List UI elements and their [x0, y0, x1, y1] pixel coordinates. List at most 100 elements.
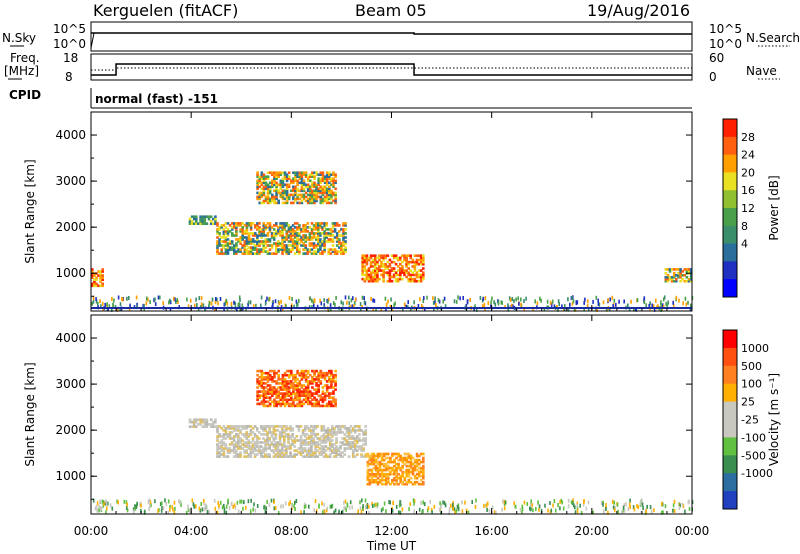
- power-echo-cell: [309, 173, 312, 176]
- power-scatter-cell: [609, 297, 611, 302]
- power-scatter-cell: [102, 307, 104, 312]
- velocity-echo-cell: [268, 384, 272, 387]
- velocity-echo-cell: [268, 453, 271, 456]
- power-scatter-cell: [491, 296, 493, 301]
- power-scatter-cell: [469, 297, 471, 302]
- power-echo-cell: [334, 201, 337, 205]
- velocity-echo-cell: [232, 449, 236, 452]
- velocity-echo-cell: [308, 451, 311, 454]
- velocity-scatter-cell: [398, 510, 400, 515]
- power-echo-cell: [266, 175, 270, 178]
- velocity-echo-region: [216, 425, 367, 458]
- velocity-echo-cell: [285, 388, 289, 391]
- velocity-echo-cell: [332, 392, 335, 395]
- velocity-echo-cell: [403, 476, 407, 480]
- power-echo-cell: [306, 248, 310, 251]
- power-scatter-cell: [135, 295, 138, 300]
- velocity-echo-cell: [321, 400, 325, 404]
- power-echo-cell: [241, 232, 244, 235]
- power-echo-cell: [344, 246, 347, 249]
- velocity-echo-cell: [389, 482, 392, 486]
- velocity-echo-cell: [277, 378, 280, 381]
- velocity-scatter-cell: [646, 504, 648, 509]
- velocity-echo-cell: [349, 429, 353, 432]
- velocity-echo-cell: [345, 443, 349, 446]
- power-echo-cell: [296, 240, 299, 243]
- power-echo-cell: [256, 222, 259, 225]
- power-echo-cell: [419, 275, 423, 279]
- velocity-colorbar-tick: 100: [741, 378, 762, 391]
- velocity-scatter-cell: [187, 508, 190, 512]
- power-echo-cell: [328, 185, 331, 189]
- velocity-echo-cell: [192, 425, 196, 428]
- velocity-echo-cell: [268, 398, 272, 402]
- power-echo-cell: [287, 171, 291, 174]
- velocity-echo-cell: [334, 388, 337, 391]
- velocity-scatter-cell: [233, 503, 236, 508]
- power-echo-cell: [294, 191, 297, 195]
- velocity-echo-cell: [232, 445, 236, 448]
- power-colorbar-swatch: [723, 136, 737, 156]
- power-echo-cell: [262, 189, 266, 193]
- velocity-echo-cell: [287, 433, 290, 436]
- power-echo-cell: [251, 252, 255, 255]
- velocity-echo-cell: [322, 445, 326, 448]
- velocity-echo-cell: [203, 418, 207, 421]
- velocity-echo-cell: [205, 418, 209, 421]
- power-echo-cell: [216, 242, 219, 245]
- velocity-scatter-cell: [282, 504, 284, 509]
- velocity-scatter-cell: [333, 510, 335, 515]
- power-scatter-cell: [260, 303, 262, 308]
- power-echo-cell: [268, 226, 272, 229]
- power-echo-cell: [323, 177, 327, 180]
- power-echo-cell: [330, 177, 333, 180]
- velocity-scatter-cell: [550, 508, 553, 513]
- velocity-echo-cell: [247, 453, 251, 456]
- power-echo-cell: [392, 267, 396, 270]
- power-echo-cell: [230, 232, 234, 235]
- velocity-echo-cell: [299, 453, 303, 456]
- velocity-echo-cell: [393, 460, 396, 464]
- power-echo-cell: [331, 234, 335, 237]
- velocity-echo-cell: [366, 460, 370, 464]
- power-scatter-cell: [466, 300, 469, 305]
- power-echo-cell: [304, 228, 307, 231]
- power-scatter-cell: [249, 300, 252, 305]
- power-echo-cell: [679, 270, 682, 273]
- power-echo-cell: [374, 271, 377, 274]
- velocity-echo-cell: [382, 464, 386, 468]
- power-scatter-cell: [145, 296, 148, 301]
- power-echo-cell: [376, 277, 379, 281]
- velocity-echo-cell: [258, 382, 261, 385]
- power-echo-cell: [342, 228, 345, 231]
- power-echo-cell: [275, 252, 278, 255]
- velocity-echo-cell: [347, 441, 351, 444]
- beam-title: Beam 05: [355, 1, 427, 20]
- power-echo-cell: [251, 248, 255, 251]
- power-echo-cell: [313, 175, 316, 178]
- velocity-echo-cell: [306, 390, 310, 393]
- xtick-label: 08:00: [274, 524, 309, 538]
- velocity-echo-cell: [341, 441, 344, 444]
- velocity-echo-cell: [255, 435, 259, 438]
- velocity-echo-cell: [216, 445, 219, 448]
- power-echo-cell: [405, 256, 408, 260]
- velocity-echo-cell: [306, 392, 310, 395]
- power-echo-cell: [237, 248, 240, 251]
- velocity-echo-cell: [349, 425, 353, 428]
- power-echo-cell: [687, 278, 691, 281]
- power-echo-cell: [390, 269, 394, 272]
- power-echo-cell: [245, 240, 249, 243]
- power-echo-cell: [331, 240, 335, 243]
- power-echo-cell: [399, 267, 402, 270]
- power-echo-cell: [247, 224, 251, 227]
- velocity-echo-cell: [275, 380, 278, 383]
- velocity-scatter-cell: [633, 507, 636, 512]
- power-echo-cell: [258, 228, 261, 231]
- velocity-echo-cell: [275, 394, 278, 397]
- velocity-scatter-cell: [613, 508, 616, 513]
- power-echo-cell: [679, 268, 682, 271]
- velocity-echo-cell: [368, 480, 372, 484]
- power-echo-cell: [264, 185, 268, 189]
